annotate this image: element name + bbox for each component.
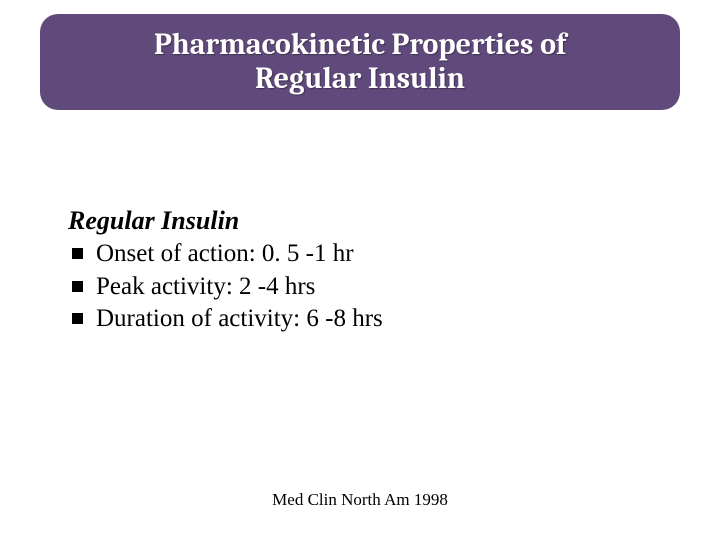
bullet-item: Peak activity: 2 -4 hrs <box>68 271 628 304</box>
section-heading: Regular Insulin <box>68 206 628 236</box>
title-line-1: Pharmacokinetic Properties of <box>154 28 566 63</box>
bullet-list: Onset of action: 0. 5 -1 hr Peak activit… <box>68 238 628 336</box>
title-line-2: Regular Insulin <box>255 62 465 97</box>
bullet-item: Duration of activity: 6 -8 hrs <box>68 303 628 336</box>
citation: Med Clin North Am 1998 <box>0 490 720 510</box>
bullet-item: Onset of action: 0. 5 -1 hr <box>68 238 628 271</box>
body-block: Regular Insulin Onset of action: 0. 5 -1… <box>68 206 628 336</box>
title-banner: Pharmacokinetic Properties of Regular In… <box>40 14 680 110</box>
slide: Pharmacokinetic Properties of Regular In… <box>0 0 720 540</box>
